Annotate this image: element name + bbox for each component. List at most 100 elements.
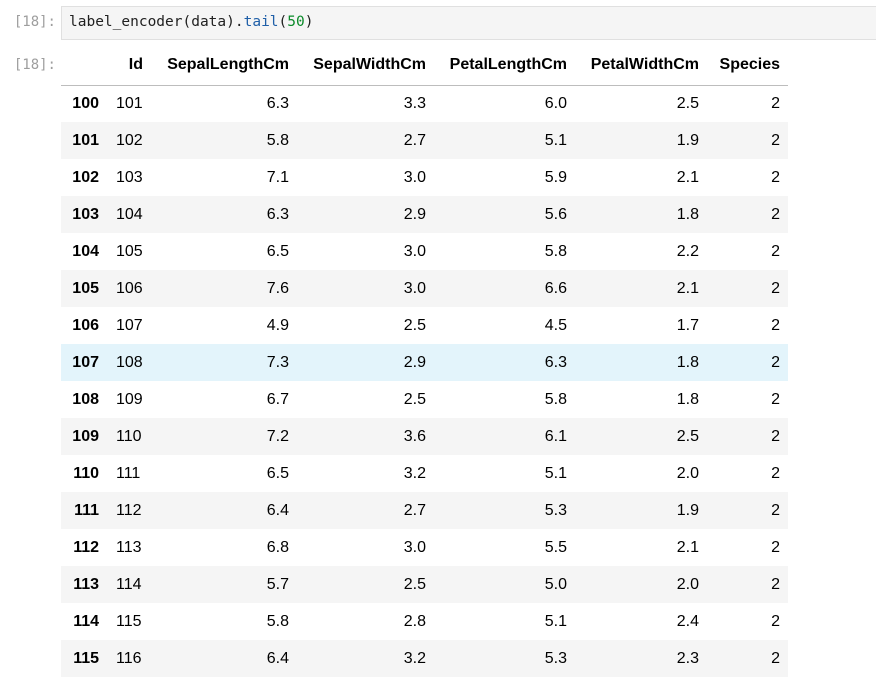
cell-sepal-width: 2.5 <box>403 575 426 593</box>
cell-petal-length: 5.1 <box>544 464 567 482</box>
cell-sepal-length: 5.8 <box>266 131 289 149</box>
cell-species: 2 <box>771 168 780 186</box>
cell-petal-width: 2.5 <box>676 427 699 445</box>
code-line[interactable]: label_encoder(data).tail(50) <box>69 14 313 30</box>
code-editor[interactable]: label_encoder(data).tail(50) <box>61 6 876 40</box>
cell-species: 2 <box>771 538 780 556</box>
cell-id: 104 <box>116 205 143 223</box>
row-index: 102 <box>72 168 99 186</box>
header-sepal-length: SepalLengthCm <box>143 46 289 86</box>
cell-id: 106 <box>116 279 143 297</box>
cell-petal-width: 1.9 <box>676 501 699 519</box>
cell-petal-width: 1.8 <box>676 205 699 223</box>
cell-sepal-length: 7.6 <box>266 279 289 297</box>
header-id: Id <box>99 46 143 86</box>
cell-sepal-width: 2.7 <box>403 131 426 149</box>
row-index: 111 <box>74 501 99 519</box>
cell-id: 107 <box>116 316 143 334</box>
cell-petal-width: 2.1 <box>676 168 699 186</box>
table-row: 101 102 5.8 2.7 5.1 1.9 2 <box>61 122 788 159</box>
table-row: 112 113 6.8 3.0 5.5 2.1 2 <box>61 529 788 566</box>
row-index: 114 <box>73 612 99 630</box>
header-index <box>61 46 99 86</box>
cell-id: 101 <box>116 94 143 112</box>
code-token-paren-close: ) <box>304 14 314 30</box>
cell-sepal-length: 6.3 <box>266 94 289 112</box>
cell-petal-width: 2.0 <box>676 464 699 482</box>
row-index: 112 <box>73 538 99 556</box>
cell-species: 2 <box>771 427 780 445</box>
table-row: 113 114 5.7 2.5 5.0 2.0 2 <box>61 566 788 603</box>
cell-petal-length: 5.1 <box>544 612 567 630</box>
cell-species: 2 <box>771 353 780 371</box>
table-body: 100 101 6.3 3.3 6.0 2.5 2 101 102 5.8 2.7 5.1 1.9 2 10… <box>61 85 788 677</box>
cell-sepal-width: 2.8 <box>403 612 426 630</box>
cell-species: 2 <box>771 316 780 334</box>
cell-sepal-length: 7.3 <box>266 353 289 371</box>
cell-sepal-width: 2.9 <box>403 205 426 223</box>
cell-petal-length: 6.3 <box>544 353 567 371</box>
cell-petal-length: 6.1 <box>544 427 567 445</box>
cell-sepal-width: 3.6 <box>403 427 426 445</box>
cell-species: 2 <box>771 464 780 482</box>
input-cell[interactable]: [18]: label_encoder(data).tail(50) <box>0 0 876 45</box>
cell-id: 102 <box>116 131 143 149</box>
cell-petal-length: 5.6 <box>544 205 567 223</box>
cell-sepal-width: 2.5 <box>403 390 426 408</box>
cell-id: 111 <box>116 464 141 482</box>
row-index: 100 <box>72 94 99 112</box>
row-index: 115 <box>73 649 99 667</box>
row-index: 105 <box>72 279 99 297</box>
cell-id: 103 <box>116 168 143 186</box>
cell-petal-width: 2.1 <box>676 538 699 556</box>
cell-id: 108 <box>116 353 143 371</box>
header-petal-length: PetalLengthCm <box>426 46 567 86</box>
row-index: 113 <box>73 575 99 593</box>
cell-species: 2 <box>771 279 780 297</box>
cell-petal-length: 5.1 <box>544 131 567 149</box>
row-index: 110 <box>73 464 99 482</box>
cell-sepal-width: 2.9 <box>403 353 426 371</box>
cell-sepal-length: 5.7 <box>266 575 289 593</box>
cell-species: 2 <box>771 205 780 223</box>
cell-sepal-length: 6.8 <box>266 538 289 556</box>
cell-id: 116 <box>116 649 142 667</box>
cell-petal-width: 1.7 <box>676 316 699 334</box>
cell-id: 109 <box>116 390 143 408</box>
code-token-call: label_encoder(data). <box>69 14 244 30</box>
cell-id: 105 <box>116 242 143 260</box>
cell-sepal-width: 3.0 <box>403 242 426 260</box>
table-row: 100 101 6.3 3.3 6.0 2.5 2 <box>61 85 788 122</box>
cell-sepal-length: 7.1 <box>266 168 289 186</box>
row-index: 107 <box>72 353 99 371</box>
cell-sepal-width: 3.2 <box>403 464 426 482</box>
cell-id: 110 <box>116 427 142 445</box>
table-row: 105 106 7.6 3.0 6.6 2.1 2 <box>61 270 788 307</box>
cell-sepal-length: 6.3 <box>266 205 289 223</box>
row-index: 101 <box>72 131 99 149</box>
cell-sepal-width: 3.0 <box>403 168 426 186</box>
cell-id: 114 <box>116 575 142 593</box>
table-row: 111 112 6.4 2.7 5.3 1.9 2 <box>61 492 788 529</box>
cell-species: 2 <box>771 242 780 260</box>
table-row: 109 110 7.2 3.6 6.1 2.5 2 <box>61 418 788 455</box>
cell-species: 2 <box>771 575 780 593</box>
header-species: Species <box>699 46 788 86</box>
output-prompt: [18]: <box>13 57 56 73</box>
cell-sepal-width: 2.5 <box>403 316 426 334</box>
table-row: 104 105 6.5 3.0 5.8 2.2 2 <box>61 233 788 270</box>
code-token-number: 50 <box>287 14 305 30</box>
cell-sepal-length: 6.4 <box>266 649 289 667</box>
row-index: 106 <box>72 316 99 334</box>
cell-sepal-length: 6.7 <box>266 390 289 408</box>
cell-species: 2 <box>771 131 780 149</box>
table-row: 108 109 6.7 2.5 5.8 1.8 2 <box>61 381 788 418</box>
input-prompt: [18]: <box>13 14 56 30</box>
cell-sepal-length: 6.4 <box>266 501 289 519</box>
table-row: 114 115 5.8 2.8 5.1 2.4 2 <box>61 603 788 640</box>
table-row: 107 108 7.3 2.9 6.3 1.8 2 <box>61 344 788 381</box>
cell-sepal-length: 6.5 <box>266 464 289 482</box>
cell-id: 115 <box>116 612 142 630</box>
code-token-method: tail <box>243 14 279 30</box>
cell-petal-length: 5.0 <box>544 575 567 593</box>
